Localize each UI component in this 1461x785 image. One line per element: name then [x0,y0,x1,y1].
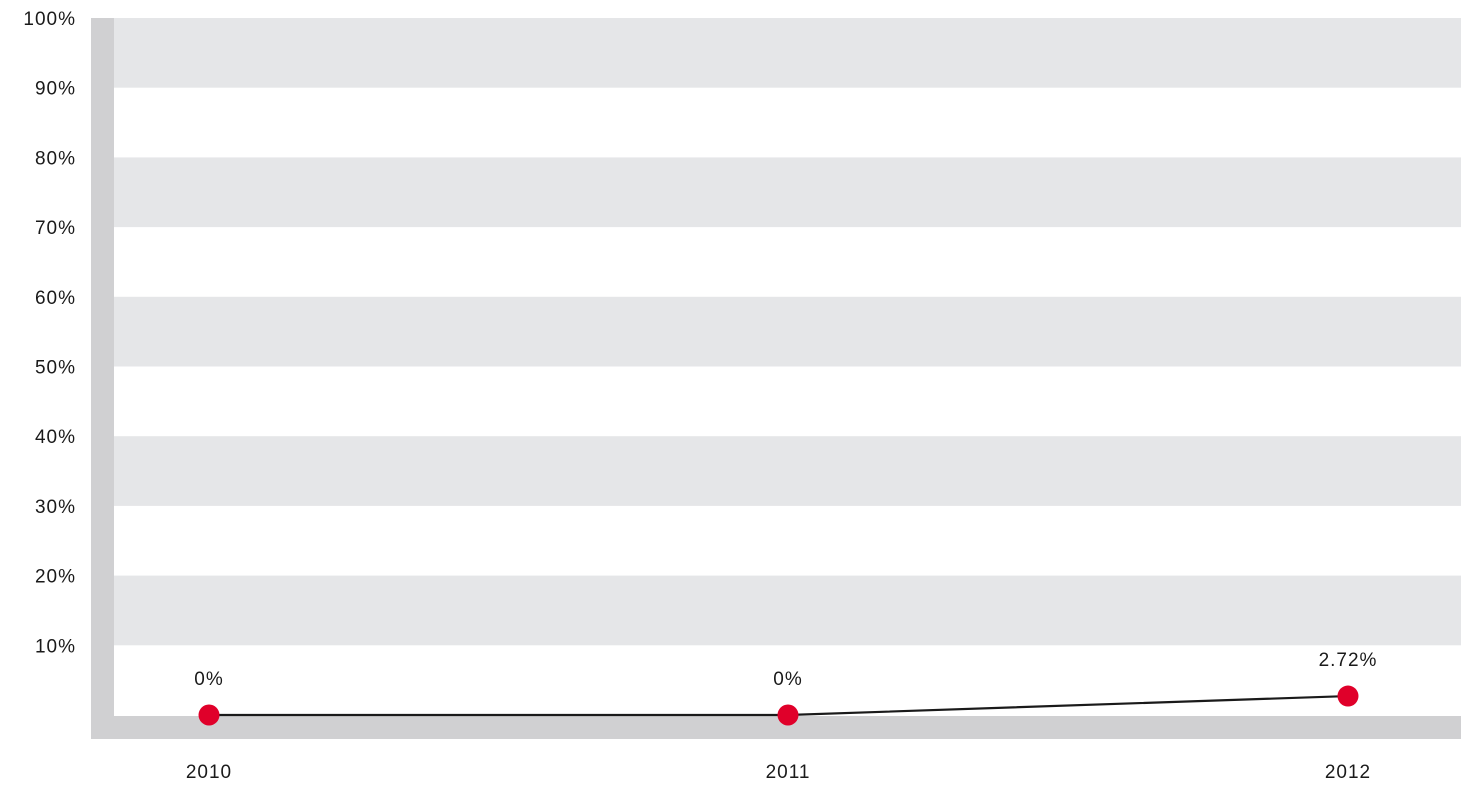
data-labels: 0% 0% 2.72% [194,650,1378,690]
grid-band [114,18,1461,88]
y-tick-label: 10% [35,636,76,657]
data-point [198,704,220,726]
x-tick-label: 2012 [1325,762,1371,783]
data-label: 2.72% [1319,650,1378,671]
grid-band [114,575,1461,646]
y-tick-label: 90% [35,79,76,100]
grid-bands [114,18,1461,646]
data-points [198,685,1359,726]
x-tick-label: 2010 [186,762,232,783]
y-tick-label: 100% [23,9,76,30]
y-tick-label: 20% [35,567,76,588]
data-label: 0% [773,669,802,690]
y-tick-label: 50% [35,358,76,379]
y-tick-label: 70% [35,218,76,239]
y-tick-label: 30% [35,497,76,518]
x-tick-label: 2011 [766,762,811,783]
axes [91,18,1461,739]
data-point [1337,685,1359,707]
y-axis-bar [91,18,114,739]
data-label: 0% [194,669,223,690]
grid-band [114,436,1461,506]
x-tick-labels: 2010 2011 2012 [186,762,1371,783]
x-axis-bar [91,716,1461,739]
grid-band [114,296,1461,367]
grid-band [114,157,1461,228]
y-tick-label: 80% [35,148,76,169]
data-point [777,704,799,726]
y-tick-label: 40% [35,427,76,448]
y-tick-label: 60% [35,288,76,309]
y-tick-labels: 10% 20% 30% 40% 50% 60% 70% 80% 90% 100% [23,9,76,657]
